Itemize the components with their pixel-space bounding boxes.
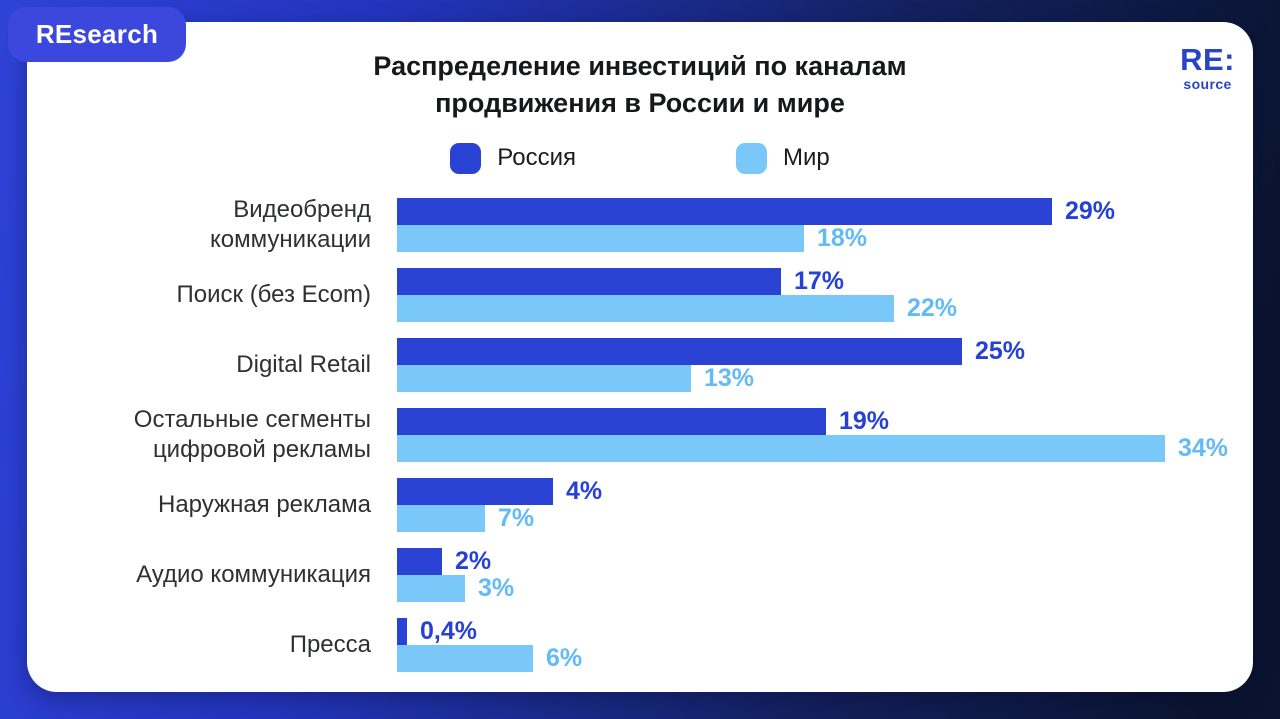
- world-bar: [397, 504, 485, 532]
- chart-row: Пресса 0,4% 6%: [27, 610, 1253, 680]
- world-bar-line: 7%: [397, 503, 1253, 532]
- world-bar: [397, 434, 1165, 462]
- russia-bar-line: 19%: [397, 406, 1253, 435]
- legend-item-world: Мир: [735, 142, 830, 174]
- legend: Россия Мир: [27, 142, 1253, 174]
- world-value-label: 22%: [907, 293, 958, 322]
- world-value-label: 6%: [546, 643, 583, 672]
- category-label: Пресса: [289, 630, 371, 658]
- russia-bar-line: 2%: [397, 546, 1253, 575]
- world-value-label: 34%: [1178, 433, 1229, 462]
- world-bar-line: 22%: [397, 293, 1253, 322]
- chart-title: Распределение инвестиций по каналам продв…: [27, 48, 1253, 123]
- category-label: Видеобренд коммуникации: [210, 196, 371, 253]
- legend-item-russia: Россия: [450, 142, 576, 174]
- world-bar: [397, 224, 804, 252]
- russia-bar: [397, 407, 826, 435]
- world-bar-line: 13%: [397, 363, 1253, 392]
- chart-row: Поиск (без Ecom) 17% 22%: [27, 260, 1253, 330]
- russia-value-label: 17%: [794, 266, 845, 295]
- resource-logo: RE: source: [1180, 44, 1235, 91]
- category-label: Digital Retail: [236, 350, 371, 378]
- russia-bar: [397, 197, 1052, 225]
- chart-row: Наружная реклама 4% 7%: [27, 470, 1253, 540]
- world-value-label: 18%: [817, 223, 868, 252]
- russia-bar: [397, 267, 781, 295]
- logo-main-text: RE:: [1180, 42, 1235, 77]
- chart-row: Digital Retail 25% 13%: [27, 330, 1253, 400]
- legend-swatch-icon: [450, 142, 482, 174]
- russia-bar-line: 25%: [397, 336, 1253, 365]
- bar-chart: Видеобренд коммуникации 29% 18% Поиск (без …: [27, 190, 1253, 680]
- russia-value-label: 0,4%: [420, 616, 477, 645]
- world-bar: [397, 574, 465, 602]
- bar-group: 25% 13%: [397, 336, 1253, 392]
- russia-bar: [397, 337, 962, 365]
- research-badge: REsearch: [8, 7, 186, 62]
- bar-group: 19% 34%: [397, 406, 1253, 462]
- world-value-label: 7%: [498, 503, 535, 532]
- legend-swatch-icon: [735, 142, 767, 174]
- chart-title-line1: Распределение инвестиций по каналам: [373, 51, 907, 81]
- legend-label: Россия: [497, 144, 576, 171]
- russia-value-label: 19%: [839, 406, 890, 435]
- russia-value-label: 29%: [1065, 196, 1116, 225]
- category-label: Наружная реклама: [157, 490, 371, 518]
- world-bar: [397, 644, 533, 672]
- russia-value-label: 2%: [455, 546, 492, 575]
- russia-bar-line: 0,4%: [397, 616, 1253, 645]
- logo-sub-text: source: [1183, 76, 1232, 92]
- russia-bar-line: 4%: [397, 476, 1253, 505]
- russia-value-label: 25%: [975, 336, 1026, 365]
- russia-bar-line: 17%: [397, 266, 1253, 295]
- russia-bar: [397, 477, 553, 505]
- bar-group: 17% 22%: [397, 266, 1253, 322]
- legend-label: Мир: [782, 144, 830, 171]
- bar-group: 4% 7%: [397, 476, 1253, 532]
- world-bar-line: 34%: [397, 433, 1253, 462]
- category-label: Поиск (без Ecom): [176, 280, 371, 308]
- bar-group: 2% 3%: [397, 546, 1253, 602]
- chart-title-line2: продвижения в России и мире: [435, 88, 845, 119]
- world-bar: [397, 294, 894, 322]
- russia-bar-line: 29%: [397, 196, 1253, 225]
- research-badge-label: REsearch: [35, 19, 159, 49]
- world-bar: [397, 364, 691, 392]
- world-bar-line: 6%: [397, 643, 1253, 672]
- world-value-label: 13%: [704, 363, 755, 392]
- russia-bar: [397, 617, 407, 645]
- russia-bar: [397, 547, 442, 575]
- chart-row: Видеобренд коммуникации 29% 18%: [27, 190, 1253, 260]
- chart-row: Аудио коммуникация 2% 3%: [27, 540, 1253, 610]
- bar-group: 29% 18%: [397, 196, 1253, 252]
- bar-group: 0,4% 6%: [397, 616, 1253, 672]
- world-bar-line: 18%: [397, 223, 1253, 252]
- russia-value-label: 4%: [566, 476, 603, 505]
- world-bar-line: 3%: [397, 573, 1253, 602]
- category-label: Остальные сегменты цифровой рекламы: [133, 406, 371, 463]
- category-label: Аудио коммуникация: [136, 560, 371, 588]
- world-value-label: 3%: [478, 573, 515, 602]
- chart-row: Остальные сегменты цифровой рекламы 19% 34…: [27, 400, 1253, 470]
- chart-card: RE: source Распределение инвестиций по к…: [27, 22, 1253, 692]
